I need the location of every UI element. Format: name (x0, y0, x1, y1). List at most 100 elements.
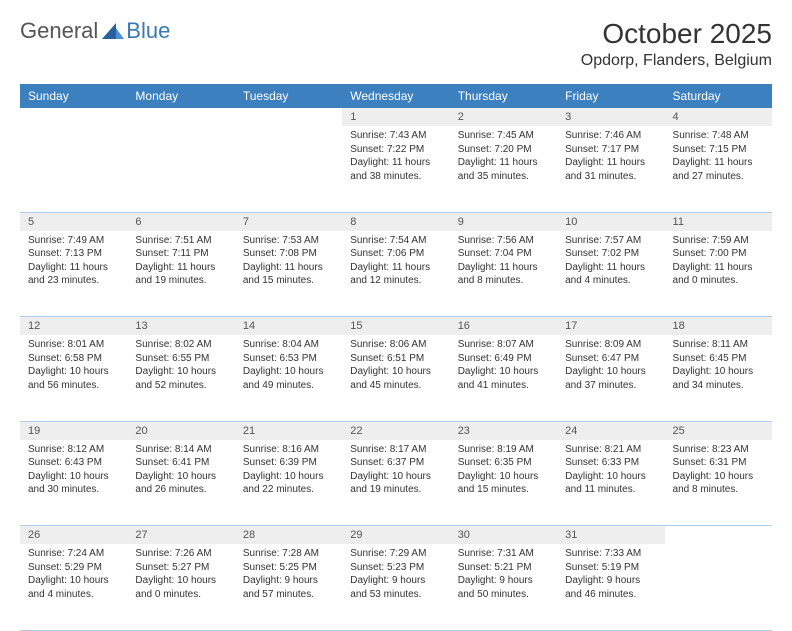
day-number-cell: 22 (342, 421, 449, 440)
day-details: Sunrise: 8:14 AMSunset: 6:41 PMDaylight:… (127, 440, 234, 503)
day-number-cell: 11 (665, 212, 772, 231)
day-body-cell: Sunrise: 7:33 AMSunset: 5:19 PMDaylight:… (557, 544, 664, 630)
day-details: Sunrise: 8:23 AMSunset: 6:31 PMDaylight:… (665, 440, 772, 503)
day-number-cell: 4 (665, 108, 772, 126)
day-details: Sunrise: 7:59 AMSunset: 7:00 PMDaylight:… (665, 231, 772, 294)
day-number-cell: 7 (235, 212, 342, 231)
day-details: Sunrise: 8:04 AMSunset: 6:53 PMDaylight:… (235, 335, 342, 398)
day-body-cell: Sunrise: 8:16 AMSunset: 6:39 PMDaylight:… (235, 440, 342, 526)
day-details: Sunrise: 7:54 AMSunset: 7:06 PMDaylight:… (342, 231, 449, 294)
day-body-row: Sunrise: 7:24 AMSunset: 5:29 PMDaylight:… (20, 544, 772, 630)
day-number-cell: 17 (557, 317, 664, 336)
weekday-header: Thursday (450, 84, 557, 108)
day-number-cell: 25 (665, 421, 772, 440)
day-body-cell: Sunrise: 8:14 AMSunset: 6:41 PMDaylight:… (127, 440, 234, 526)
day-body-cell: Sunrise: 8:07 AMSunset: 6:49 PMDaylight:… (450, 335, 557, 421)
weekday-header: Tuesday (235, 84, 342, 108)
day-number-cell: 1 (342, 108, 449, 126)
day-details: Sunrise: 8:06 AMSunset: 6:51 PMDaylight:… (342, 335, 449, 398)
day-details: Sunrise: 7:28 AMSunset: 5:25 PMDaylight:… (235, 544, 342, 607)
day-number-cell: 18 (665, 317, 772, 336)
day-number-cell: 21 (235, 421, 342, 440)
day-details: Sunrise: 8:07 AMSunset: 6:49 PMDaylight:… (450, 335, 557, 398)
day-details: Sunrise: 7:49 AMSunset: 7:13 PMDaylight:… (20, 231, 127, 294)
day-body-cell: Sunrise: 7:28 AMSunset: 5:25 PMDaylight:… (235, 544, 342, 630)
day-details: Sunrise: 7:24 AMSunset: 5:29 PMDaylight:… (20, 544, 127, 607)
day-number-cell: 31 (557, 526, 664, 545)
day-details: Sunrise: 7:29 AMSunset: 5:23 PMDaylight:… (342, 544, 449, 607)
day-number-cell (127, 108, 234, 126)
day-body-cell: Sunrise: 8:19 AMSunset: 6:35 PMDaylight:… (450, 440, 557, 526)
calendar-table: Sunday Monday Tuesday Wednesday Thursday… (20, 84, 772, 631)
day-number-cell: 26 (20, 526, 127, 545)
day-details: Sunrise: 8:17 AMSunset: 6:37 PMDaylight:… (342, 440, 449, 503)
daynum-row: 1234 (20, 108, 772, 126)
day-number-cell (20, 108, 127, 126)
day-details: Sunrise: 7:48 AMSunset: 7:15 PMDaylight:… (665, 126, 772, 189)
logo: General Blue (20, 18, 170, 44)
title-block: October 2025 Opdorp, Flanders, Belgium (581, 18, 772, 70)
day-body-cell: Sunrise: 7:49 AMSunset: 7:13 PMDaylight:… (20, 231, 127, 317)
day-details: Sunrise: 7:45 AMSunset: 7:20 PMDaylight:… (450, 126, 557, 189)
day-body-cell: Sunrise: 7:48 AMSunset: 7:15 PMDaylight:… (665, 126, 772, 212)
day-number-cell: 12 (20, 317, 127, 336)
day-number-cell: 19 (20, 421, 127, 440)
day-number-cell: 29 (342, 526, 449, 545)
day-number-cell: 23 (450, 421, 557, 440)
day-details: Sunrise: 8:11 AMSunset: 6:45 PMDaylight:… (665, 335, 772, 398)
day-body-row: Sunrise: 8:12 AMSunset: 6:43 PMDaylight:… (20, 440, 772, 526)
day-body-cell: Sunrise: 8:21 AMSunset: 6:33 PMDaylight:… (557, 440, 664, 526)
day-details: Sunrise: 7:31 AMSunset: 5:21 PMDaylight:… (450, 544, 557, 607)
weekday-header: Monday (127, 84, 234, 108)
day-details: Sunrise: 7:53 AMSunset: 7:08 PMDaylight:… (235, 231, 342, 294)
day-body-cell: Sunrise: 7:43 AMSunset: 7:22 PMDaylight:… (342, 126, 449, 212)
day-body-cell: Sunrise: 8:17 AMSunset: 6:37 PMDaylight:… (342, 440, 449, 526)
day-details: Sunrise: 8:16 AMSunset: 6:39 PMDaylight:… (235, 440, 342, 503)
day-details: Sunrise: 7:46 AMSunset: 7:17 PMDaylight:… (557, 126, 664, 189)
day-body-cell: Sunrise: 7:26 AMSunset: 5:27 PMDaylight:… (127, 544, 234, 630)
day-number-cell: 28 (235, 526, 342, 545)
daynum-row: 12131415161718 (20, 317, 772, 336)
daynum-row: 262728293031 (20, 526, 772, 545)
day-body-cell: Sunrise: 7:46 AMSunset: 7:17 PMDaylight:… (557, 126, 664, 212)
day-number-cell: 6 (127, 212, 234, 231)
day-number-cell: 5 (20, 212, 127, 231)
day-details: Sunrise: 7:43 AMSunset: 7:22 PMDaylight:… (342, 126, 449, 189)
day-body-row: Sunrise: 7:43 AMSunset: 7:22 PMDaylight:… (20, 126, 772, 212)
day-body-cell (665, 544, 772, 630)
day-details: Sunrise: 7:56 AMSunset: 7:04 PMDaylight:… (450, 231, 557, 294)
day-body-cell: Sunrise: 8:01 AMSunset: 6:58 PMDaylight:… (20, 335, 127, 421)
day-body-row: Sunrise: 7:49 AMSunset: 7:13 PMDaylight:… (20, 231, 772, 317)
day-number-cell: 9 (450, 212, 557, 231)
day-body-cell: Sunrise: 8:06 AMSunset: 6:51 PMDaylight:… (342, 335, 449, 421)
day-number-cell (665, 526, 772, 545)
day-body-cell: Sunrise: 8:02 AMSunset: 6:55 PMDaylight:… (127, 335, 234, 421)
day-number-cell: 15 (342, 317, 449, 336)
day-number-cell: 3 (557, 108, 664, 126)
day-body-cell: Sunrise: 8:04 AMSunset: 6:53 PMDaylight:… (235, 335, 342, 421)
weekday-header: Saturday (665, 84, 772, 108)
day-body-row: Sunrise: 8:01 AMSunset: 6:58 PMDaylight:… (20, 335, 772, 421)
weekday-header: Friday (557, 84, 664, 108)
day-number-cell: 24 (557, 421, 664, 440)
day-details: Sunrise: 8:21 AMSunset: 6:33 PMDaylight:… (557, 440, 664, 503)
day-body-cell (20, 126, 127, 212)
day-details: Sunrise: 8:12 AMSunset: 6:43 PMDaylight:… (20, 440, 127, 503)
logo-text-blue: Blue (126, 18, 170, 44)
daynum-row: 19202122232425 (20, 421, 772, 440)
day-number-cell: 2 (450, 108, 557, 126)
day-body-cell: Sunrise: 7:45 AMSunset: 7:20 PMDaylight:… (450, 126, 557, 212)
day-number-cell: 20 (127, 421, 234, 440)
daynum-row: 567891011 (20, 212, 772, 231)
weekday-header: Wednesday (342, 84, 449, 108)
day-body-cell: Sunrise: 7:56 AMSunset: 7:04 PMDaylight:… (450, 231, 557, 317)
day-number-cell: 14 (235, 317, 342, 336)
day-details: Sunrise: 8:01 AMSunset: 6:58 PMDaylight:… (20, 335, 127, 398)
location: Opdorp, Flanders, Belgium (581, 52, 772, 70)
day-details: Sunrise: 7:33 AMSunset: 5:19 PMDaylight:… (557, 544, 664, 607)
day-number-cell: 8 (342, 212, 449, 231)
day-number-cell: 16 (450, 317, 557, 336)
day-number-cell: 10 (557, 212, 664, 231)
day-body-cell: Sunrise: 7:29 AMSunset: 5:23 PMDaylight:… (342, 544, 449, 630)
header: General Blue October 2025 Opdorp, Flande… (20, 18, 772, 70)
